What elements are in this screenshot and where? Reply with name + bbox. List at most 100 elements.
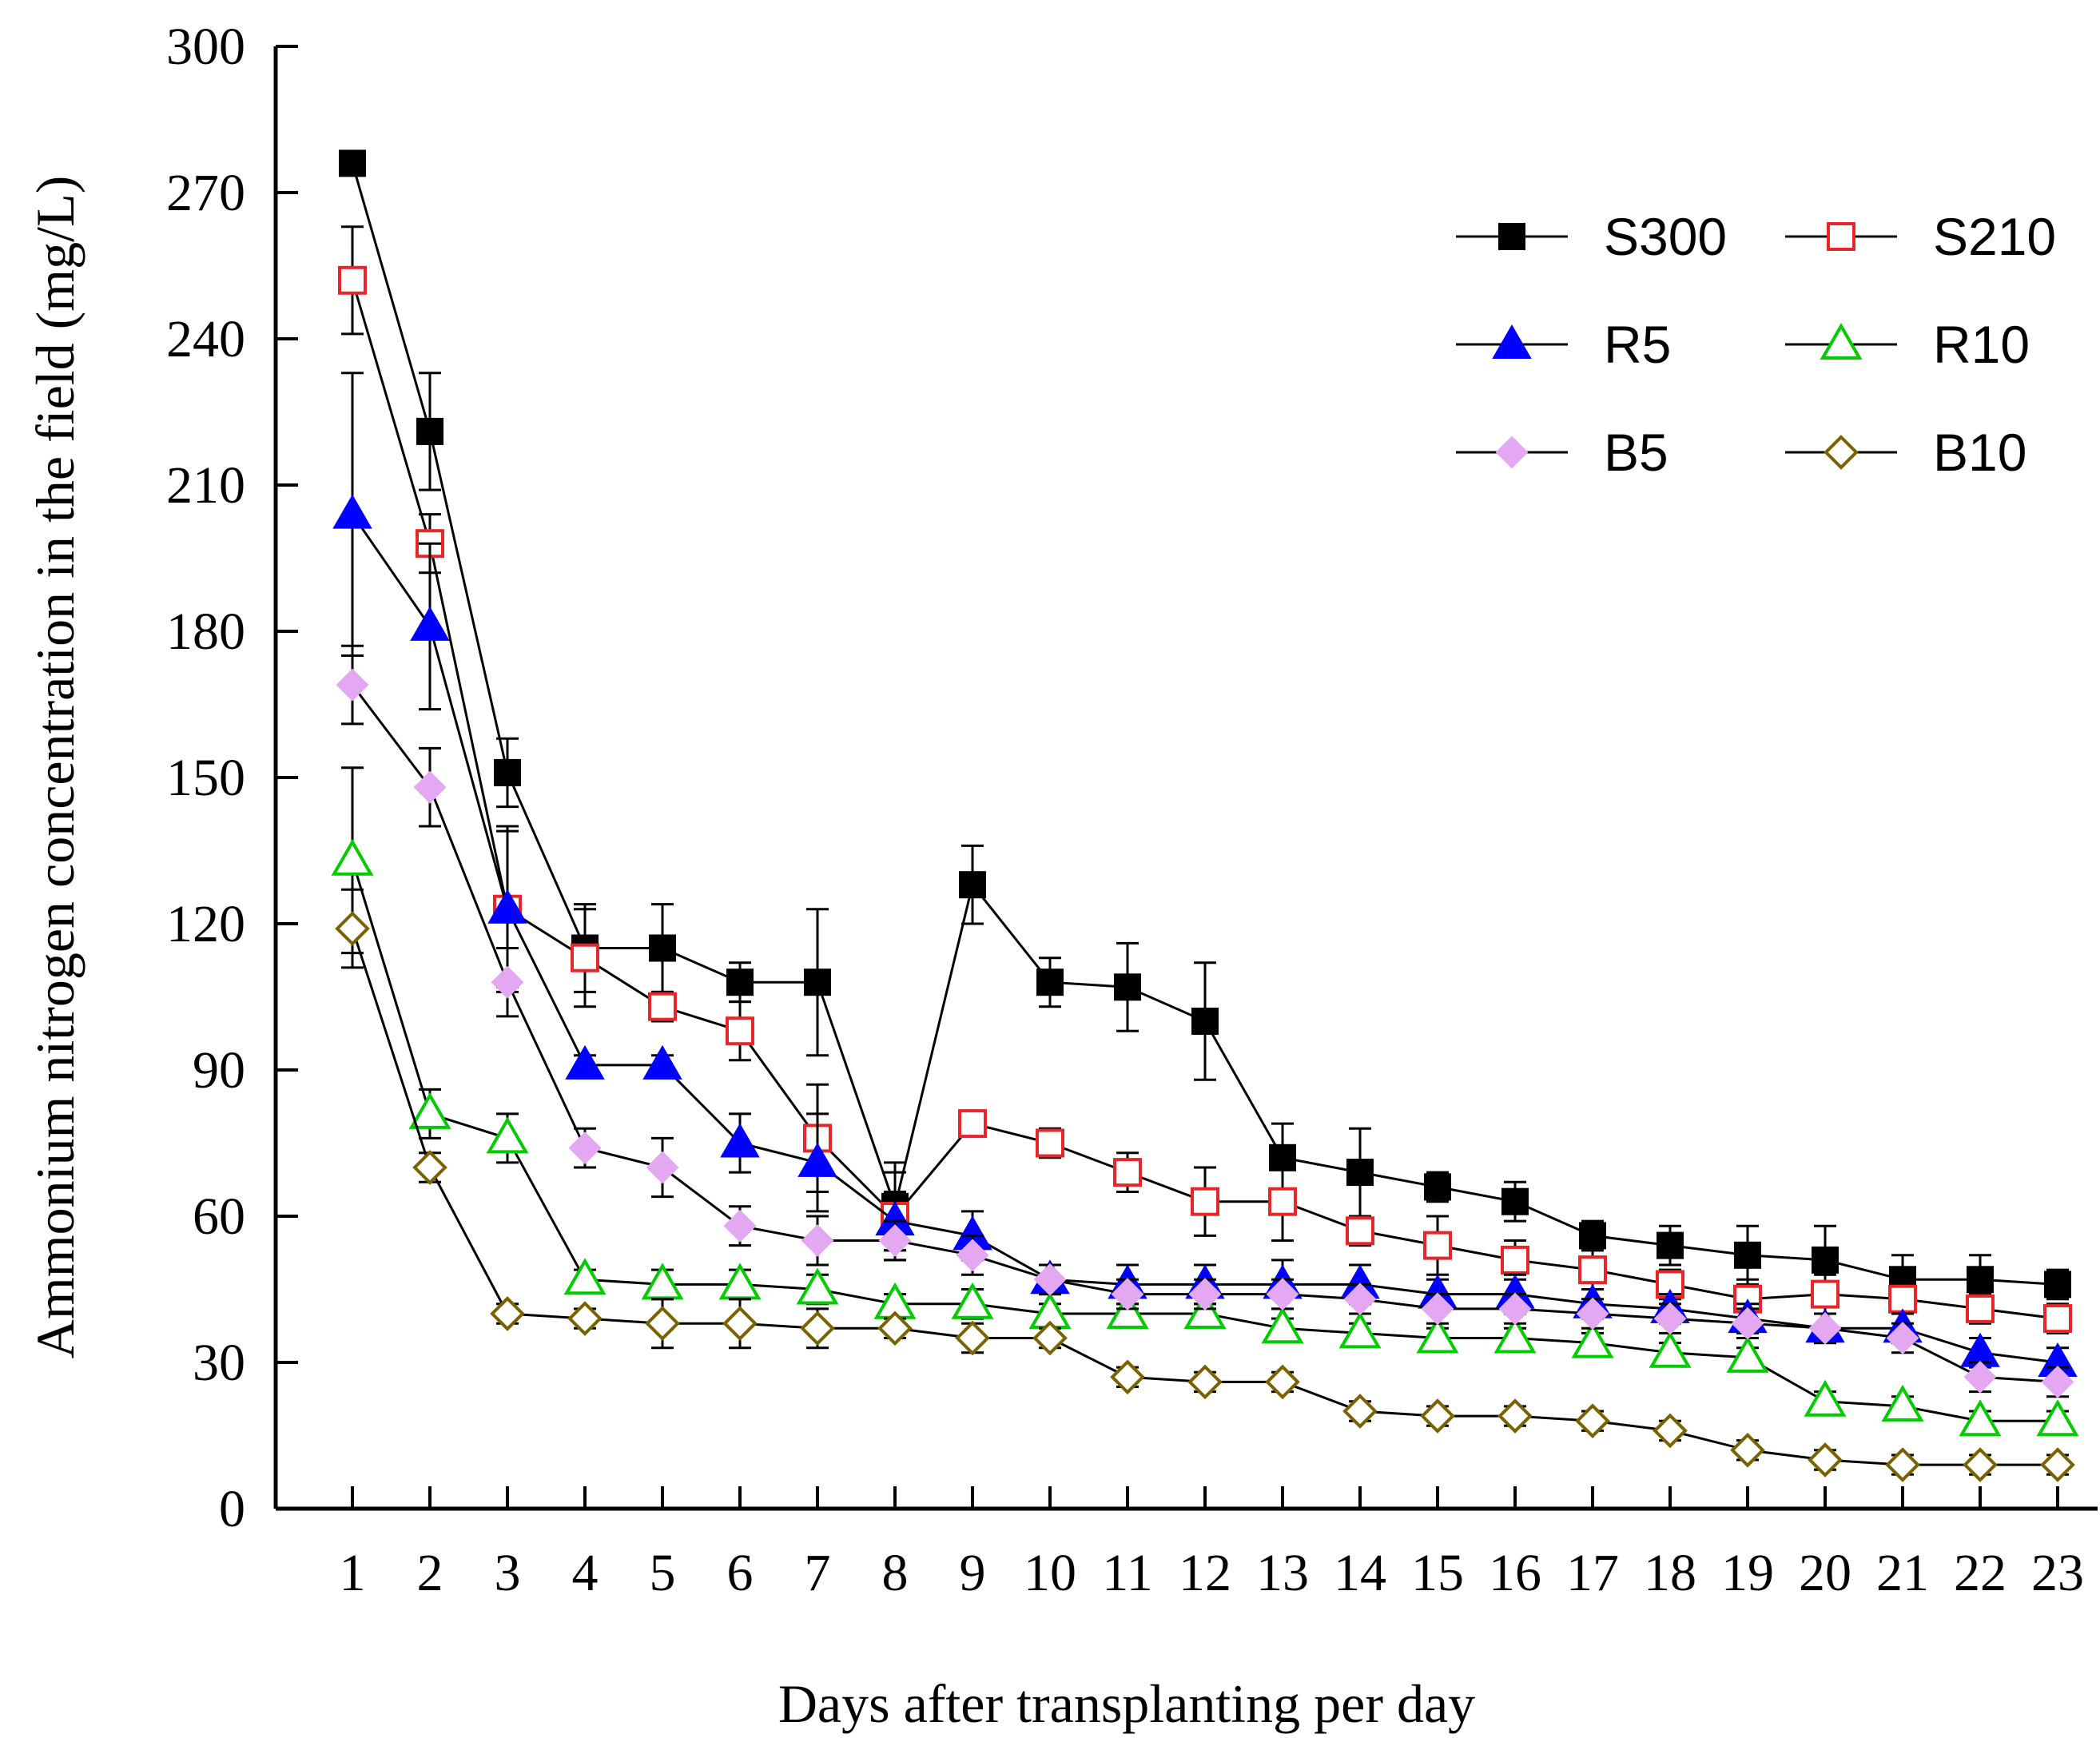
x-tick-label: 1 bbox=[340, 1544, 366, 1602]
data-point-r10 bbox=[1416, 1316, 1459, 1354]
data-point-b10 bbox=[722, 1306, 758, 1342]
data-point-r10 bbox=[796, 1267, 839, 1305]
data-point-s210 bbox=[1113, 1158, 1142, 1187]
data-point-s210 bbox=[1346, 1216, 1374, 1246]
data-point-b10 bbox=[1653, 1413, 1688, 1449]
data-point-s210 bbox=[726, 1016, 754, 1046]
data-point-r10 bbox=[1881, 1384, 1924, 1422]
y-tick-label: 0 bbox=[219, 1480, 245, 1538]
series-line-r10 bbox=[351, 860, 2058, 1422]
data-point-b10 bbox=[1808, 1442, 1843, 1477]
series-r10 bbox=[331, 766, 2079, 1437]
data-point-r5 bbox=[642, 1044, 682, 1080]
data-point-r10 bbox=[1493, 1316, 1537, 1354]
data-point-r10 bbox=[951, 1282, 994, 1319]
data-point-b5 bbox=[878, 1224, 912, 1257]
data-point-s210 bbox=[648, 992, 677, 1021]
data-point-b5 bbox=[956, 1239, 989, 1272]
data-point-b5 bbox=[568, 1131, 602, 1165]
data-point-r5 bbox=[410, 606, 450, 641]
data-point-s210 bbox=[1966, 1294, 1995, 1323]
data-point-b5 bbox=[1188, 1278, 1222, 1311]
data-point-b10 bbox=[2040, 1447, 2075, 1482]
x-tick-label: 18 bbox=[1644, 1544, 1696, 1602]
data-point-r10 bbox=[408, 1092, 451, 1129]
data-point-b5 bbox=[336, 668, 369, 702]
x-axis-title: Days after transplanting per day bbox=[778, 1673, 1475, 1734]
data-point-s300 bbox=[649, 934, 676, 962]
y-tick-label: 90 bbox=[193, 1041, 245, 1100]
legend: S300 S210 R5 R10 B5 B10 bbox=[1456, 207, 2056, 482]
data-point-b10 bbox=[1963, 1447, 1998, 1482]
legend-marker-s300 bbox=[1498, 223, 1525, 250]
data-point-s300 bbox=[339, 149, 366, 177]
y-tick-label: 180 bbox=[166, 603, 245, 661]
data-point-s300 bbox=[1036, 968, 1064, 996]
data-point-s300 bbox=[494, 758, 521, 786]
legend-label-b5: B5 bbox=[1604, 423, 1668, 482]
x-tick-label: 10 bbox=[1024, 1544, 1076, 1602]
data-point-s300 bbox=[1191, 1008, 1219, 1035]
data-point-r10 bbox=[486, 1116, 529, 1154]
legend-item-s300: S300 bbox=[1456, 207, 1727, 266]
data-point-r10 bbox=[2036, 1399, 2079, 1437]
legend-item-r10: R10 bbox=[1785, 315, 2030, 374]
data-point-r5 bbox=[487, 889, 527, 924]
data-point-b5 bbox=[723, 1209, 757, 1243]
x-tick-label: 3 bbox=[495, 1544, 521, 1602]
data-point-b10 bbox=[1265, 1364, 1300, 1400]
x-tick-label: 13 bbox=[1256, 1544, 1309, 1602]
data-point-s210 bbox=[1191, 1187, 1219, 1216]
data-point-s300 bbox=[1114, 973, 1141, 1001]
data-point-b10 bbox=[1730, 1432, 1765, 1468]
data-point-r5 bbox=[332, 494, 372, 529]
data-point-b10 bbox=[490, 1296, 525, 1331]
legend-item-b10: B10 bbox=[1785, 423, 2026, 482]
data-point-b5 bbox=[1808, 1311, 1842, 1345]
series-line-s210 bbox=[351, 280, 2058, 1320]
data-point-b5 bbox=[1731, 1306, 1764, 1340]
data-point-r10 bbox=[1183, 1291, 1227, 1329]
y-axis-title: Ammonium nitrogen concentration in the f… bbox=[25, 176, 86, 1359]
data-point-r10 bbox=[331, 838, 374, 876]
x-tick-label: 14 bbox=[1334, 1544, 1386, 1602]
legend-label-r10: R10 bbox=[1933, 315, 2030, 374]
legend-item-s210: S210 bbox=[1785, 207, 2056, 266]
legend-marker-b10 bbox=[1824, 435, 1859, 470]
series-b10 bbox=[335, 888, 2075, 1482]
data-point-s300 bbox=[1734, 1241, 1761, 1269]
data-point-b5 bbox=[1576, 1297, 1609, 1330]
data-point-b5 bbox=[1343, 1283, 1377, 1316]
data-point-r10 bbox=[718, 1263, 762, 1300]
y-tick-label: 270 bbox=[166, 164, 245, 222]
data-point-s300 bbox=[1501, 1187, 1529, 1215]
x-tick-label: 12 bbox=[1179, 1544, 1231, 1602]
data-point-s300 bbox=[1967, 1266, 1994, 1294]
data-point-b5 bbox=[1111, 1278, 1144, 1311]
data-point-b5 bbox=[2041, 1365, 2074, 1398]
data-point-r10 bbox=[1804, 1379, 1847, 1417]
data-point-r5 bbox=[720, 1123, 760, 1158]
data-point-r10 bbox=[563, 1258, 607, 1295]
series-s300 bbox=[339, 149, 2071, 1306]
data-point-s210 bbox=[2043, 1304, 2072, 1334]
x-tick-label: 6 bbox=[727, 1544, 754, 1602]
y-tick-label: 150 bbox=[166, 749, 245, 807]
series-b5 bbox=[336, 644, 2074, 1398]
data-point-b5 bbox=[413, 770, 447, 804]
data-point-s210 bbox=[1036, 1128, 1064, 1158]
legend-label-s210: S210 bbox=[1933, 207, 2056, 266]
y-tick-label: 300 bbox=[166, 18, 245, 76]
data-point-s300 bbox=[1346, 1159, 1374, 1187]
data-point-s300 bbox=[1424, 1173, 1451, 1201]
x-tick-label: 11 bbox=[1102, 1544, 1153, 1602]
x-tick-label: 8 bbox=[882, 1544, 909, 1602]
data-point-b10 bbox=[800, 1310, 835, 1346]
x-tick-label: 16 bbox=[1489, 1544, 1541, 1602]
x-tick-label: 19 bbox=[1721, 1544, 1774, 1602]
data-point-r10 bbox=[1338, 1311, 1382, 1349]
data-point-s210 bbox=[338, 265, 367, 295]
data-point-r10 bbox=[1106, 1291, 1149, 1329]
data-point-r10 bbox=[1959, 1399, 2002, 1437]
data-point-b10 bbox=[1575, 1403, 1610, 1439]
